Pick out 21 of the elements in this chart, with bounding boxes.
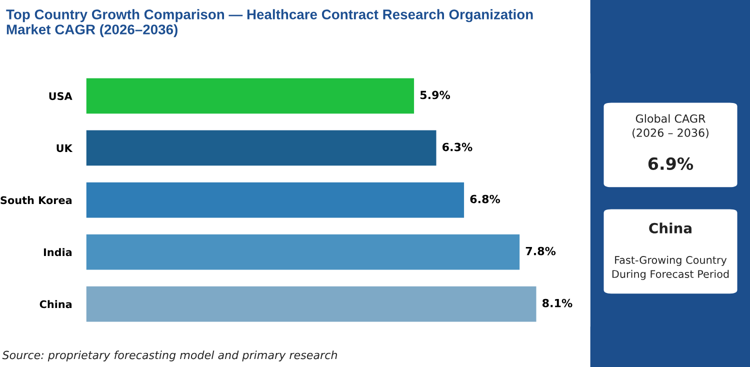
bar xyxy=(86,286,536,322)
y-tick-label: India xyxy=(44,248,72,256)
chart-title: Top Country Growth Comparison — Healthcare Contract Research Organization Market CAGR (2026–2036) xyxy=(6,9,533,38)
y-tick-label: South Korea xyxy=(0,196,72,204)
bar xyxy=(86,78,414,114)
text: Global CAGR (2026 – 2036) xyxy=(632,114,708,138)
text: 6.9% xyxy=(648,157,694,170)
text: China xyxy=(649,222,692,234)
y-tick-label: UK xyxy=(56,144,73,152)
data-label: 6.3% xyxy=(442,142,472,152)
data-label: 8.1% xyxy=(542,298,572,308)
text: Fast-Growing Country During Forecast Period xyxy=(612,256,729,280)
data-label: 6.8% xyxy=(470,194,500,204)
bar xyxy=(86,130,436,166)
source-note: Source: proprietary forecasting model and primary research xyxy=(2,350,338,362)
y-tick-label: USA xyxy=(49,92,72,100)
data-label: 5.9% xyxy=(420,90,450,100)
bar xyxy=(86,234,520,270)
y-tick-label: China xyxy=(40,300,72,308)
data-label: 7.8% xyxy=(526,246,556,256)
bar xyxy=(86,182,464,218)
